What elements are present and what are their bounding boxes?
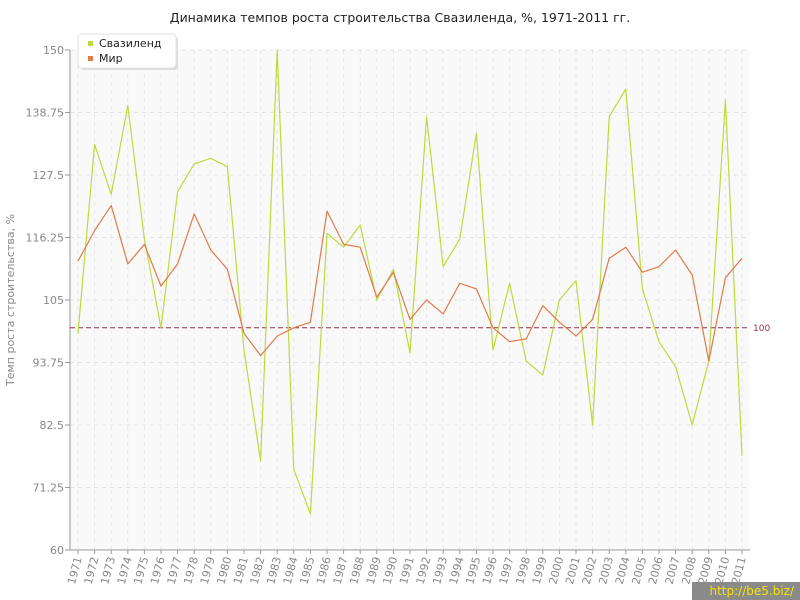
y-tick-label: 105 xyxy=(43,294,64,307)
y-tick-label: 116.25 xyxy=(26,232,65,245)
series-line-1 xyxy=(77,49,743,515)
y-tick-label: 127.5 xyxy=(33,169,65,182)
reference-line-label: 100 xyxy=(753,324,770,334)
legend-label: Свазиленд xyxy=(99,37,162,50)
y-tick-label: 82.5 xyxy=(40,419,65,432)
y-tick-label: 150 xyxy=(43,44,64,57)
reference-line-group: 100 xyxy=(70,324,770,334)
y-tick-label: 138.75 xyxy=(26,107,65,120)
legend[interactable]: Свазиленд Мир xyxy=(77,33,178,70)
chart-title: Динамика темпов роста строительства Сваз… xyxy=(169,10,631,25)
y-tick-label: 71.25 xyxy=(33,482,65,495)
series-layer xyxy=(77,49,743,515)
legend-box xyxy=(77,33,177,69)
series-line-2 xyxy=(77,205,743,362)
legend-swatch xyxy=(88,41,93,46)
legend-swatch xyxy=(88,56,93,61)
y-axis-label: Темп роста строительства, % xyxy=(4,214,17,387)
y-tick-label: 93.75 xyxy=(33,357,65,370)
y-tick-label: 60 xyxy=(50,544,64,557)
watermark[interactable]: http://be5.biz/ xyxy=(692,582,800,600)
legend-label: Мир xyxy=(99,52,123,65)
